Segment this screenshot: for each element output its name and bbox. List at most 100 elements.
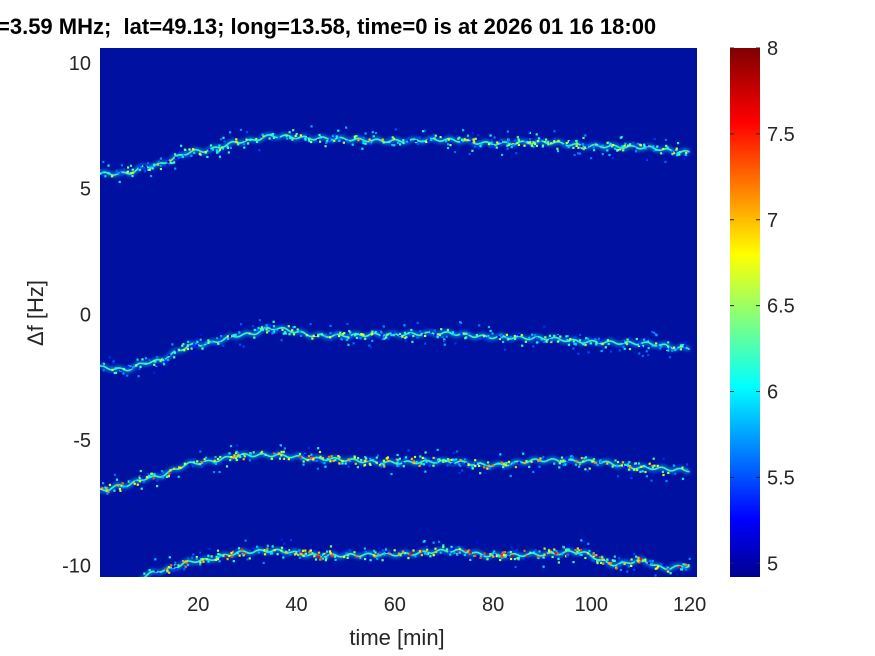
speckle	[466, 553, 469, 556]
speckle	[364, 456, 367, 459]
speckle	[188, 463, 191, 466]
speckle	[527, 131, 530, 134]
speckle	[541, 558, 544, 561]
speckle	[484, 338, 487, 341]
speckle	[240, 455, 244, 458]
speckle	[238, 331, 241, 334]
speckle	[364, 142, 367, 145]
speckle	[572, 146, 575, 149]
speckle	[104, 486, 107, 489]
traces	[100, 125, 691, 581]
speckle	[304, 452, 307, 456]
speckle	[404, 552, 407, 555]
speckle	[517, 143, 520, 146]
speckle	[544, 553, 547, 556]
speckle	[219, 555, 222, 558]
speckle	[198, 463, 201, 466]
speckle	[529, 551, 532, 554]
speckle	[221, 147, 224, 150]
speckle	[669, 572, 672, 575]
speckle	[430, 330, 433, 333]
speckle	[509, 474, 512, 478]
speckle	[134, 480, 138, 483]
speckle	[342, 550, 345, 554]
speckle	[141, 579, 143, 581]
speckle	[566, 335, 569, 338]
speckle	[471, 131, 475, 134]
speckle	[235, 548, 238, 552]
speckle	[193, 343, 196, 346]
speckle	[272, 331, 275, 334]
speckle	[612, 560, 615, 563]
y-tick-label: -5	[73, 430, 91, 452]
speckle	[348, 334, 351, 338]
speckle	[353, 334, 357, 337]
speckle	[557, 561, 560, 564]
speckle	[139, 365, 142, 369]
speckle	[347, 336, 350, 339]
speckle	[181, 560, 185, 563]
speckle	[616, 460, 620, 464]
speckle	[372, 554, 376, 557]
speckle	[248, 557, 251, 560]
speckle	[100, 487, 103, 490]
speckle	[613, 559, 616, 562]
speckle	[680, 568, 683, 571]
speckle	[208, 148, 211, 151]
speckle	[466, 139, 469, 142]
speckle	[444, 460, 447, 463]
speckle	[120, 164, 123, 167]
speckle	[398, 332, 402, 336]
speckle	[324, 465, 327, 468]
speckle	[312, 459, 315, 462]
speckle	[476, 541, 479, 544]
speckle	[259, 452, 263, 455]
speckle	[491, 464, 494, 467]
speckle	[192, 461, 195, 464]
speckle	[239, 323, 243, 326]
speckle	[330, 553, 333, 556]
speckle	[565, 555, 568, 558]
speckle	[167, 358, 170, 362]
speckle	[647, 347, 650, 350]
speckle	[282, 457, 285, 460]
speckle	[157, 572, 160, 575]
speckle	[391, 551, 394, 554]
speckle	[506, 144, 509, 147]
speckle	[435, 141, 438, 144]
speckle	[281, 551, 284, 554]
speckle	[666, 566, 669, 569]
speckle	[457, 545, 460, 548]
speckle	[423, 540, 426, 543]
speckle	[638, 352, 641, 355]
speckle	[270, 138, 273, 141]
speckle	[115, 169, 118, 172]
speckle	[304, 138, 307, 141]
colorbar-ticks: 55.566.577.58	[730, 38, 795, 575]
speckle	[585, 337, 588, 340]
speckle	[508, 340, 511, 343]
speckle	[337, 136, 340, 139]
speckle	[644, 470, 647, 474]
speckle	[592, 555, 595, 558]
speckle	[151, 167, 154, 170]
speckle	[434, 333, 437, 336]
speckle	[300, 139, 303, 142]
speckle	[384, 548, 388, 551]
speckle	[307, 138, 311, 141]
speckle	[490, 138, 493, 141]
speckle	[622, 149, 625, 152]
speckle	[656, 145, 659, 148]
speckle	[419, 330, 422, 333]
speckle	[580, 553, 583, 556]
speckle	[333, 138, 336, 141]
speckle	[436, 553, 439, 556]
speckle	[221, 151, 224, 154]
speckle	[632, 552, 636, 555]
speckle	[606, 149, 609, 152]
speckle	[588, 467, 591, 470]
speckle	[487, 550, 490, 553]
speckle	[487, 464, 490, 467]
speckle	[562, 463, 565, 467]
speckle	[624, 142, 627, 145]
